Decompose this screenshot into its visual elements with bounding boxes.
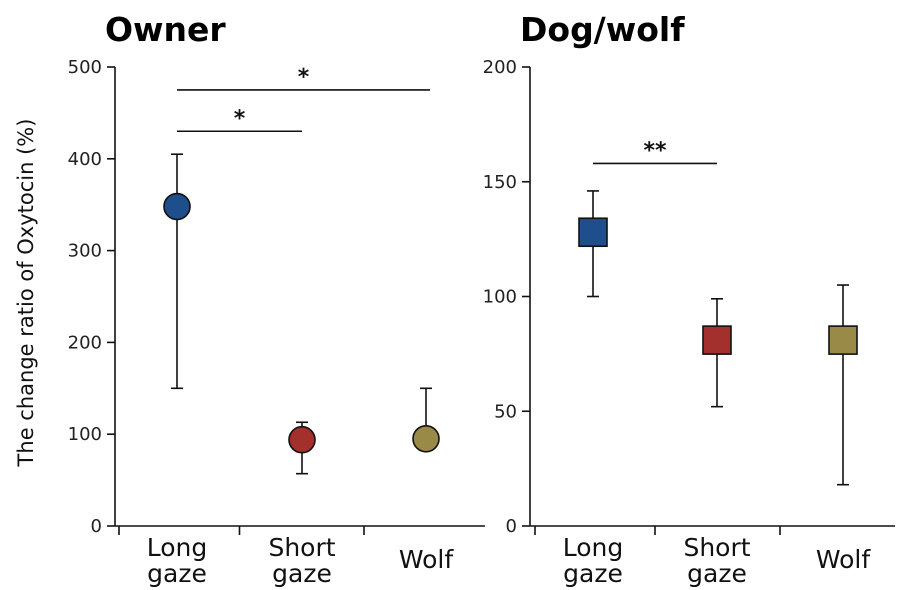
- significance-label: **: [643, 138, 667, 163]
- y-tick-label: 200: [483, 57, 517, 78]
- x-tick-label: Wolf: [816, 545, 871, 574]
- data-point-wolf: [828, 325, 858, 355]
- data-point-wolf: [412, 424, 440, 453]
- panel-title: Dog/wolf: [520, 10, 685, 49]
- data-point-short-gaze: [702, 325, 732, 355]
- owner-panel: Owner The change ratio of Oxytocin (%) 0 10…: [14, 10, 485, 588]
- y-tick-label: 500: [68, 57, 102, 78]
- y-tick-label: 100: [483, 287, 517, 308]
- x-tick-label: Long: [563, 533, 624, 562]
- x-tick-label: gaze: [272, 559, 332, 588]
- x-tick-label: Short: [683, 533, 750, 562]
- y-tick-label: 50: [494, 401, 517, 422]
- data-point-long-gaze: [163, 192, 191, 221]
- y-tick-label: 0: [506, 516, 517, 537]
- y-tick-label: 150: [483, 172, 517, 193]
- significance-label: *: [298, 65, 310, 90]
- y-tick-label: 400: [68, 149, 102, 170]
- data-point-long-gaze: [578, 217, 608, 248]
- significance-label: *: [234, 106, 246, 131]
- x-tick-label: Short: [268, 533, 335, 562]
- x-tick-label: gaze: [563, 559, 623, 588]
- x-tick-label: gaze: [147, 559, 207, 588]
- y-tick-label: 100: [68, 424, 102, 445]
- x-tick-label: Wolf: [399, 545, 454, 574]
- y-tick-label: 300: [68, 241, 102, 262]
- y-tick-label: 0: [91, 516, 102, 537]
- data-point-short-gaze: [288, 425, 316, 454]
- y-axis-label: The change ratio of Oxytocin (%): [14, 119, 38, 468]
- panel-title: Owner: [105, 10, 226, 49]
- x-tick-label: gaze: [687, 559, 747, 588]
- y-tick-label: 200: [68, 332, 102, 353]
- x-tick-label: Long: [147, 533, 208, 562]
